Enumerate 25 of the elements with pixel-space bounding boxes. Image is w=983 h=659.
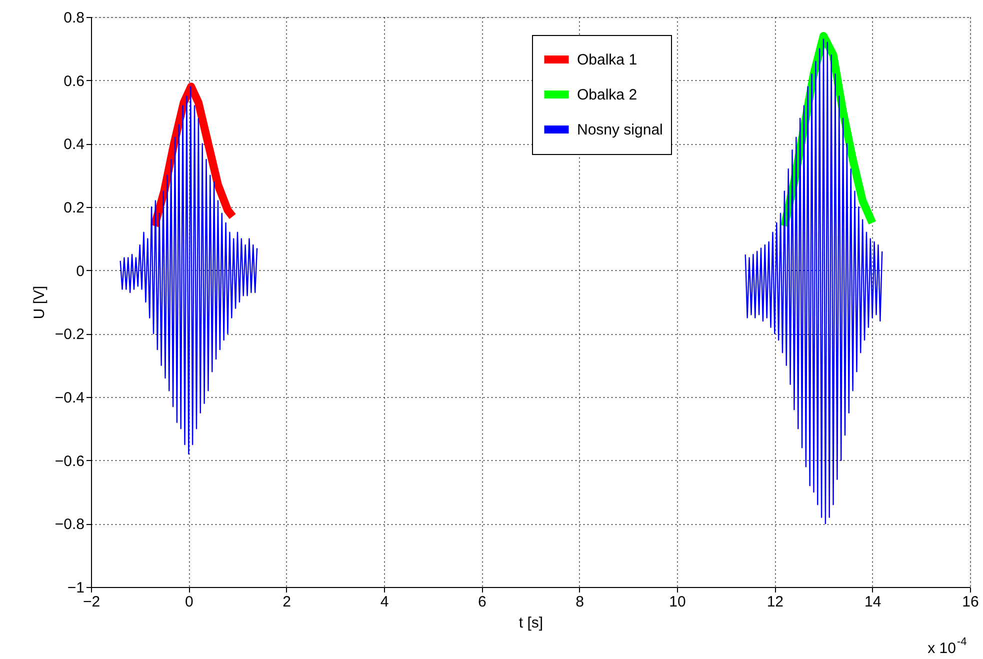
- y-tick-label: −0.6: [54, 452, 84, 470]
- y-axis-title: U [V]: [30, 286, 48, 320]
- x-tick-label: 10: [669, 594, 686, 610]
- x-axis-title: t [s]: [518, 614, 544, 632]
- y-tick-label: −0.4: [54, 390, 84, 406]
- x-tick-label: 14: [864, 594, 882, 610]
- y-tick-label: 0.4: [64, 136, 84, 154]
- y-tick-label: 0.6: [64, 72, 84, 90]
- legend-label: Obalka 1: [577, 52, 638, 68]
- x-tick-label: 16: [962, 594, 979, 610]
- y-tick-label: 0: [76, 262, 84, 280]
- x-tick-label: 6: [478, 594, 486, 610]
- y-tick-label: 0.2: [64, 200, 84, 216]
- x-tick-label: 4: [380, 594, 389, 610]
- x-tick-label: 8: [576, 594, 584, 610]
- y-tick-label: 0.8: [64, 10, 84, 26]
- x-tick-label: 12: [766, 594, 784, 610]
- legend-label: Obalka 2: [577, 86, 638, 104]
- x-tick-label: −2: [82, 594, 100, 610]
- y-tick-label: −0.8: [54, 516, 84, 534]
- y-tick-label: −1: [67, 580, 84, 596]
- x-tick-label: 2: [282, 594, 292, 610]
- legend-label: Nosny signal: [577, 122, 663, 138]
- x-tick-label: 0: [184, 594, 194, 610]
- y-tick-label: −0.2: [54, 326, 84, 344]
